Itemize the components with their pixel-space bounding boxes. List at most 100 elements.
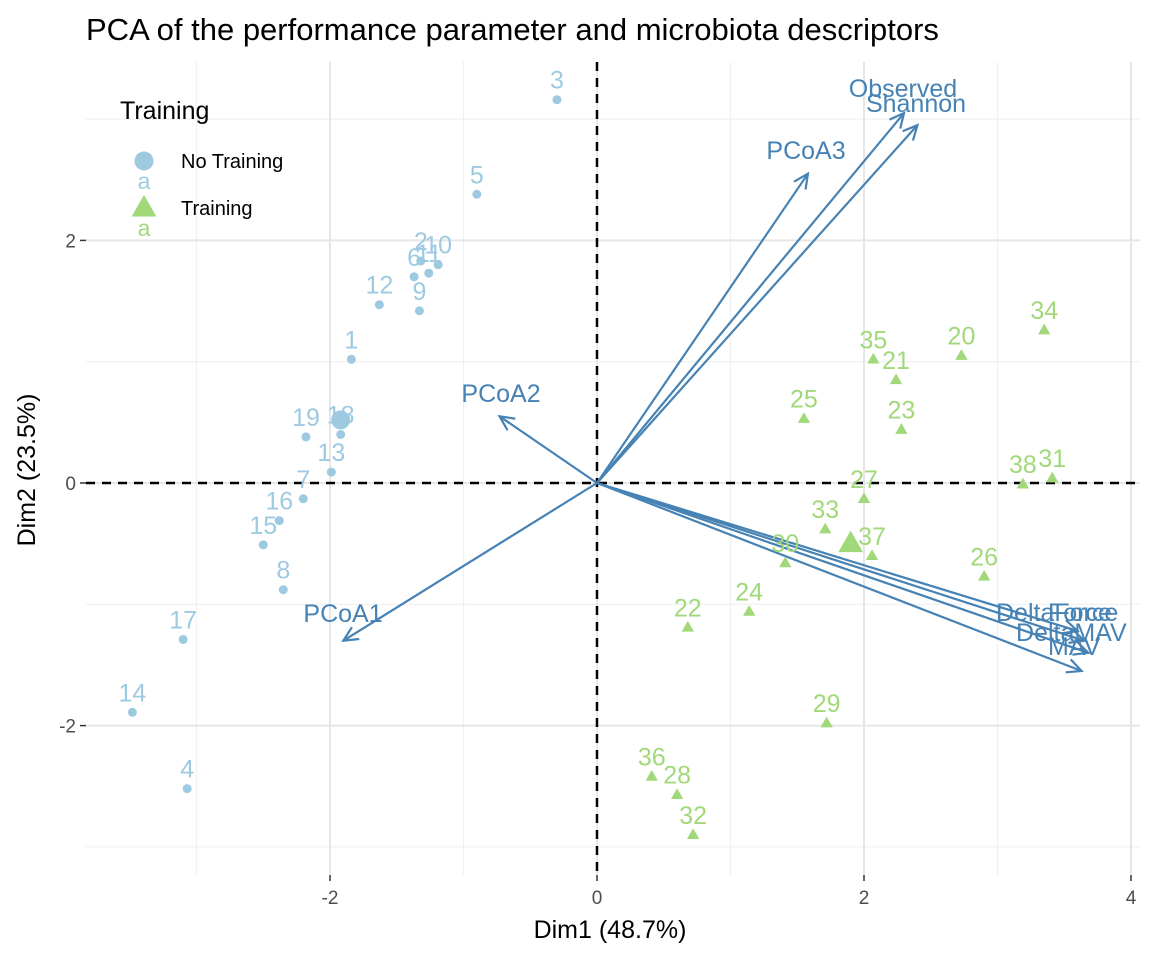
y-axis-title: Dim2 (23.5%): [13, 394, 41, 547]
point-1: [346, 354, 356, 364]
arrowhead-deltamav: [1072, 640, 1091, 656]
legend-key-glyph-training: a: [138, 215, 151, 241]
x-tick-label: -2: [322, 888, 339, 909]
point-20: [955, 349, 968, 360]
point-label-14: 14: [119, 679, 147, 707]
arrowhead-observed: [889, 111, 906, 129]
point-5: [472, 189, 482, 199]
point-23: [895, 423, 908, 434]
point-3: [552, 95, 562, 105]
point-30: [779, 556, 792, 568]
loading-label-pcoa3: PCoA3: [766, 137, 845, 165]
point-13: [326, 467, 336, 477]
y-tick-label: -2: [59, 717, 76, 738]
point-label-36: 36: [638, 744, 666, 772]
loading-label-pcoa2: PCoA2: [461, 380, 540, 408]
point-31: [1046, 471, 1059, 483]
grid: [86, 62, 1140, 875]
arrowhead-pcoa1: [341, 626, 360, 643]
point-12: [374, 300, 384, 310]
point-label-11: 11: [416, 240, 442, 268]
loading-arrow-pcoa3: [596, 173, 809, 484]
axis-ticks: -2 0 2 4-202: [59, 231, 1137, 909]
point-19: [301, 432, 311, 442]
point-25: [797, 412, 811, 423]
point-15: [258, 540, 268, 550]
point-label-28: 28: [663, 762, 691, 790]
point-label-1: 1: [344, 326, 358, 354]
point-21: [889, 373, 903, 385]
legend-label-no-training: No Training: [181, 151, 283, 173]
point-33: [819, 522, 832, 534]
loading-arrow-pcoa2: [498, 415, 598, 484]
x-tick-label: 2: [859, 888, 870, 909]
point-label-31: 31: [1038, 445, 1066, 473]
point-17: [178, 634, 188, 644]
point-10: [433, 260, 443, 270]
point-7: [298, 494, 308, 504]
point-label-10: 10: [424, 232, 452, 260]
point-label-27: 27: [850, 466, 878, 494]
arrowhead-deltaforce: [1061, 619, 1081, 635]
loading-label-deltaforce: DeltaForce: [996, 599, 1118, 627]
point-label-29: 29: [813, 690, 841, 718]
point-label-21: 21: [882, 347, 910, 375]
legend-key-glyph-no-training: a: [138, 168, 151, 194]
point-label-6: 6: [407, 244, 421, 272]
legend-key-no-training: [134, 151, 154, 171]
point-4: [182, 784, 192, 794]
loading-label-deltamav: DeltaMAV: [1016, 619, 1127, 647]
legend-label-training: Training: [181, 198, 253, 220]
point-label-18: 18: [327, 401, 355, 429]
loading-arrow-deltaforce: [596, 481, 1078, 633]
y-tick-label: 2: [65, 231, 76, 252]
point-35: [867, 352, 880, 364]
point-label-32: 32: [679, 802, 707, 830]
point-37: [865, 549, 879, 561]
point-label-25: 25: [790, 386, 818, 414]
loading-arrow-observed: [596, 112, 905, 484]
point-6: [409, 272, 419, 282]
point-11: [424, 268, 434, 278]
y-tick-label: 0: [65, 474, 76, 495]
point-label-15: 15: [249, 512, 277, 540]
arrowhead-pcoa3: [793, 171, 810, 190]
point-label-2: 2: [414, 228, 428, 256]
x-axis-title: Dim1 (48.7%): [534, 916, 687, 944]
point-label-16: 16: [265, 488, 293, 516]
chart-title: PCA of the performance parameter and mic…: [86, 12, 939, 47]
point-8: [278, 585, 288, 595]
point-label-9: 9: [412, 278, 426, 306]
legend: Training a No Training a Training: [120, 97, 283, 241]
point-14: [127, 707, 137, 717]
legend-key-training: [131, 195, 157, 217]
point-label-4: 4: [180, 756, 194, 784]
point-label-22: 22: [674, 594, 702, 622]
point-24: [743, 605, 756, 616]
arrowhead-pcoa2: [497, 414, 516, 431]
x-tick-label: 4: [1126, 888, 1137, 909]
point-label-7: 7: [296, 466, 310, 494]
point-22: [681, 620, 694, 632]
point-label-17: 17: [169, 606, 197, 634]
loading-arrow-deltamav: [596, 481, 1089, 654]
loading-label-observed: Observed: [849, 75, 957, 103]
point-label-37: 37: [858, 523, 886, 551]
loading-arrows: [341, 111, 1091, 674]
loading-label-pcoa1: PCoA1: [303, 600, 382, 628]
point-label-20: 20: [948, 323, 976, 351]
point-27: [857, 492, 871, 503]
point-label-35: 35: [859, 326, 887, 354]
point-26: [977, 569, 991, 581]
point-label-23: 23: [887, 397, 915, 425]
zero-reference-lines: [86, 62, 1140, 875]
point-label-24: 24: [735, 579, 763, 607]
point-9: [414, 306, 424, 316]
point-38: [1016, 477, 1030, 489]
point-label-3: 3: [550, 67, 564, 95]
point-label-38: 38: [1009, 451, 1037, 479]
point-label-8: 8: [276, 557, 290, 585]
legend-title: Training: [120, 97, 209, 125]
